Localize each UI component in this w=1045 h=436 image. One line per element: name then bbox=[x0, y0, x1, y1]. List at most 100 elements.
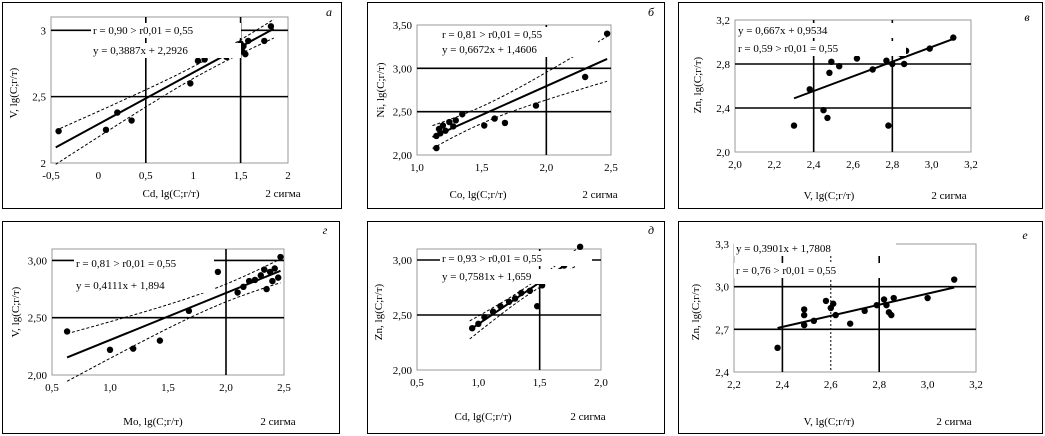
data-point bbox=[266, 268, 274, 276]
panel-letter: г bbox=[323, 223, 328, 237]
x-axis-label: Co, lg(C;г/т) bbox=[450, 189, 507, 201]
data-point bbox=[271, 265, 278, 272]
x-tick-label: 2,0 bbox=[728, 159, 742, 171]
annotation-text: r = 0,93 > r0,01 = 0,55 bbox=[442, 253, 543, 265]
x-tick-label: -0,5 bbox=[42, 170, 60, 182]
data-point bbox=[822, 297, 830, 305]
data-point bbox=[489, 308, 497, 315]
annotation-text: y = 0,6672x + 1,4606 bbox=[442, 44, 537, 56]
data-point bbox=[526, 287, 534, 294]
y-tick-label: 3,00 bbox=[393, 63, 413, 75]
x-tick-label: 2,0 bbox=[594, 377, 608, 389]
x-tick-label: 2,5 bbox=[604, 162, 618, 174]
sigma-label: 2 сигма bbox=[936, 416, 971, 428]
data-point bbox=[951, 276, 958, 283]
y-tick-label: 2,00 bbox=[28, 370, 48, 382]
data-point bbox=[439, 122, 447, 129]
chart-panel-b: 1,0 1,5 2,0 2,5 2,00 2,50 3,00 3,50 r = 0,81 > r… bbox=[367, 2, 665, 209]
x-tick-label: 1,5 bbox=[234, 170, 248, 182]
confidence-band-upper bbox=[66, 258, 281, 335]
annotation-background bbox=[440, 269, 592, 284]
data-point bbox=[481, 122, 488, 129]
data-point bbox=[889, 60, 896, 68]
data-point bbox=[128, 117, 135, 124]
sigma-label: 2 сигма bbox=[582, 189, 617, 201]
x-tick-label: 2,2 bbox=[727, 379, 741, 391]
data-point bbox=[442, 127, 449, 134]
y-tick-label: 3 bbox=[41, 25, 47, 37]
data-point bbox=[800, 321, 808, 329]
data-point bbox=[806, 86, 813, 93]
plot-area bbox=[51, 248, 285, 376]
y-axis-label: V, lg(C;г/т) bbox=[8, 67, 20, 118]
panel-letter: е bbox=[1022, 228, 1028, 242]
data-point bbox=[501, 119, 509, 127]
data-point bbox=[873, 301, 880, 309]
annotation-background bbox=[440, 251, 592, 266]
x-axis-label: Cd, lg(C;г/т) bbox=[455, 411, 512, 423]
data-point bbox=[790, 122, 798, 129]
data-point bbox=[244, 37, 252, 45]
x-axis-label: Mo, lg(C;г/т) bbox=[123, 416, 183, 428]
annotation-background bbox=[734, 263, 896, 278]
data-point bbox=[497, 303, 504, 310]
data-point bbox=[774, 344, 781, 352]
confidence-band-upper bbox=[55, 18, 275, 131]
data-point bbox=[800, 311, 808, 319]
data-point bbox=[269, 277, 276, 285]
data-point bbox=[261, 266, 268, 273]
data-point bbox=[251, 276, 259, 284]
y-tick-label: 2,5 bbox=[32, 92, 46, 104]
data-point bbox=[830, 300, 837, 307]
y-tick-label: 3,00 bbox=[393, 255, 413, 267]
regression-line bbox=[777, 286, 955, 329]
data-point bbox=[826, 69, 833, 77]
confidence-band-lower bbox=[66, 282, 281, 382]
data-point bbox=[242, 50, 249, 58]
data-point bbox=[885, 122, 892, 129]
data-point bbox=[452, 117, 459, 124]
data-point bbox=[275, 274, 282, 281]
data-point bbox=[246, 277, 253, 285]
y-tick-label: 2,00 bbox=[393, 150, 413, 162]
data-point bbox=[820, 107, 827, 114]
y-tick-label: 2,4 bbox=[715, 367, 729, 379]
data-point bbox=[114, 109, 121, 116]
x-tick-label: 0,5 bbox=[410, 377, 424, 389]
scatter-chart-a: -0,5 0 0,5 1 1,5 2 2 2,5 3 r = 0,90 > r0,01 = 0,5… bbox=[8, 5, 332, 200]
panel-letter: а bbox=[326, 5, 332, 19]
annotation-background bbox=[736, 41, 906, 56]
data-point bbox=[277, 253, 284, 261]
x-tick-label: 2,4 bbox=[807, 159, 821, 171]
data-point bbox=[861, 307, 868, 315]
annotation-text: r = 0,76 > r0,01 = 0,55 bbox=[736, 265, 837, 277]
plot-area bbox=[416, 24, 612, 156]
annotation-background bbox=[74, 256, 214, 271]
x-tick-label: 1,5 bbox=[161, 382, 175, 394]
data-point bbox=[880, 296, 888, 303]
data-point bbox=[475, 320, 482, 327]
confidence-band-lower bbox=[432, 80, 608, 149]
data-point bbox=[869, 66, 876, 73]
scatter-chart-b: 1,0 1,5 2,0 2,5 2,00 2,50 3,00 3,50 r = 0,81 > r… bbox=[375, 5, 655, 201]
data-point bbox=[853, 55, 861, 62]
x-tick-label: 2,8 bbox=[872, 379, 886, 391]
annotation-background bbox=[736, 23, 906, 38]
data-point bbox=[534, 303, 541, 310]
data-point bbox=[450, 123, 457, 130]
annotation-text: y = 0,3887x + 2,2926 bbox=[93, 45, 188, 57]
data-point bbox=[459, 111, 466, 118]
y-axis-label: Zn, lg(C;г/т) bbox=[690, 283, 702, 340]
data-point bbox=[234, 289, 241, 296]
x-tick-label: 0,5 bbox=[45, 382, 59, 394]
x-tick-label: 1,0 bbox=[410, 162, 424, 174]
annotation-background bbox=[440, 42, 598, 57]
data-point bbox=[900, 60, 908, 68]
y-tick-label: 2,50 bbox=[393, 107, 413, 119]
data-point bbox=[491, 115, 498, 122]
data-point bbox=[810, 317, 818, 324]
data-point bbox=[836, 63, 843, 70]
data-point bbox=[890, 294, 897, 302]
y-axis-label: V, lg(C;г/т) bbox=[10, 286, 22, 337]
data-point bbox=[261, 37, 268, 45]
